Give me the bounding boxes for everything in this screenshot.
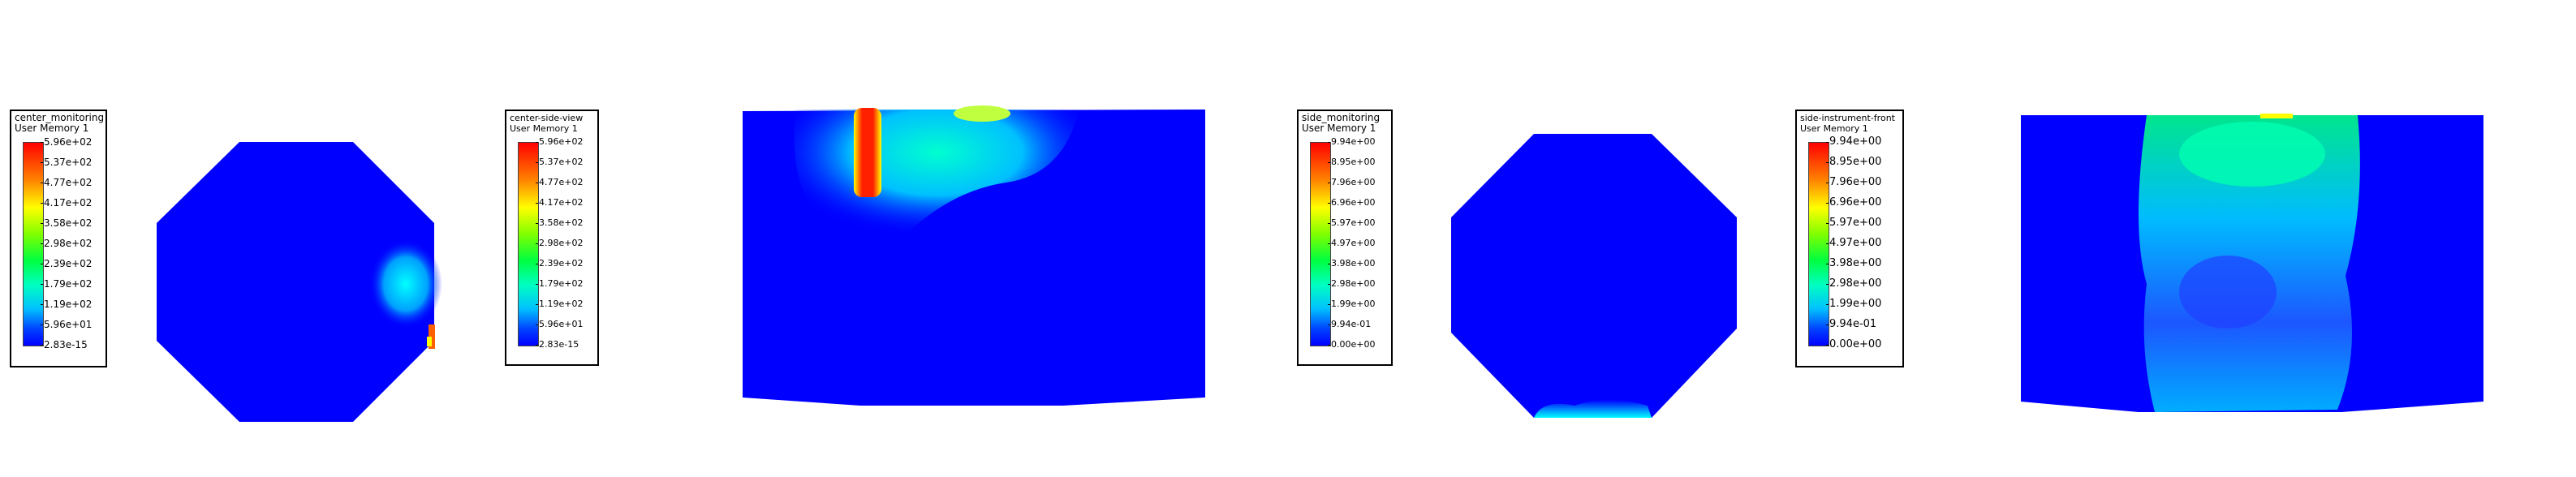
legend-title: center_monitoring [15, 112, 105, 123]
tick-label: 2.83e-15 [41, 339, 88, 350]
tick-label: 4.17e+02 [535, 197, 584, 208]
colorbar [518, 142, 539, 346]
tick-label: 0.00e+00 [1327, 339, 1376, 350]
tick-label: 9.94e-01 [1327, 319, 1372, 329]
tick-label: 7.96e+00 [1327, 177, 1376, 187]
tick-label: 2.98e+00 [1327, 278, 1376, 289]
tick-label: 4.97e+00 [1825, 237, 1882, 249]
tick-label: 1.99e+00 [1825, 298, 1882, 310]
tick-label: 2.98e+02 [40, 238, 93, 249]
legend-subtitle: User Memory 1 [1800, 123, 1868, 134]
tick-label: 5.97e+00 [1825, 217, 1882, 229]
contour-plot-side-instrument-front [2021, 114, 2483, 412]
tick-label: 6.96e+00 [1825, 196, 1882, 208]
tick-label: 4.97e+00 [1327, 238, 1376, 248]
tick-label: 5.96e+01 [40, 319, 93, 330]
tick-label: 1.19e+02 [535, 299, 584, 309]
legend-subtitle: User Memory 1 [510, 123, 578, 134]
legend-title: side-instrument-front [1800, 113, 1895, 123]
tick-label: 5.96e+02 [40, 136, 93, 148]
legend-subtitle: User Memory 1 [15, 122, 89, 134]
tick-label: 8.95e+00 [1327, 157, 1376, 167]
tick-label: 5.37e+02 [40, 157, 93, 168]
legend-center-monitoring: center_monitoring User Memory 1 5.96e+02… [10, 110, 107, 367]
tick-label: 9.94e+00 [1327, 136, 1376, 147]
tick-label: 4.77e+02 [535, 177, 584, 187]
tick-label: 9.94e+00 [1825, 135, 1882, 148]
hot-streak [854, 108, 881, 197]
tick-label: 5.96e+02 [535, 136, 584, 147]
colorbar [23, 142, 44, 346]
tick-label: 5.96e+01 [535, 319, 584, 329]
tick-label: 5.37e+02 [535, 157, 584, 167]
tick-label: 4.77e+02 [40, 177, 93, 188]
tick-label: 3.58e+02 [40, 217, 93, 229]
hot-region [369, 239, 442, 329]
tick-label: 3.98e+00 [1825, 257, 1882, 269]
octagon-section [157, 142, 434, 422]
contour-plot-side-monitoring [1451, 134, 1737, 418]
contour-plot-center-side-view [743, 105, 1205, 406]
legend-title: center-side-view [510, 113, 584, 123]
tick-label: 1.79e+02 [535, 278, 584, 289]
tick-label: 1.99e+00 [1327, 299, 1376, 309]
tick-label: 2.83e-15 [535, 339, 579, 350]
tick-label: 1.79e+02 [40, 278, 93, 290]
tick-label: 8.95e+00 [1825, 156, 1882, 168]
legend-title: side_monitoring [1302, 112, 1381, 123]
tick-label: 4.17e+02 [40, 197, 93, 208]
tick-label: 1.19e+02 [40, 299, 93, 310]
colorbar [1310, 142, 1331, 346]
legend-center-side-view: center-side-view User Memory 1 5.96e+02 … [505, 110, 599, 366]
tick-label: 2.39e+02 [535, 258, 584, 269]
tick-label: 2.39e+02 [40, 258, 93, 269]
tick-label: 7.96e+00 [1825, 176, 1882, 188]
tick-label: 3.58e+02 [535, 217, 584, 228]
tick-label: 3.98e+00 [1327, 258, 1376, 269]
tick-label: 6.96e+00 [1327, 197, 1376, 208]
legend-side-instrument-front: side-instrument-front User Memory 1 9.94… [1795, 110, 1904, 367]
low-region [1534, 400, 1652, 418]
legend-subtitle: User Memory 1 [1302, 122, 1376, 134]
contour-plot-center-monitoring [157, 142, 442, 422]
tick-label: 2.98e+02 [535, 238, 584, 248]
colorbar [1808, 142, 1829, 346]
tick-label: 0.00e+00 [1825, 338, 1882, 350]
tick-label: 9.94e-01 [1825, 318, 1877, 330]
tick-label: 2.98e+00 [1825, 277, 1882, 290]
octagon-section [1451, 134, 1737, 418]
tick-label: 5.97e+00 [1327, 217, 1376, 228]
legend-side-monitoring: side_monitoring User Memory 1 9.94e+00 8… [1297, 110, 1393, 366]
